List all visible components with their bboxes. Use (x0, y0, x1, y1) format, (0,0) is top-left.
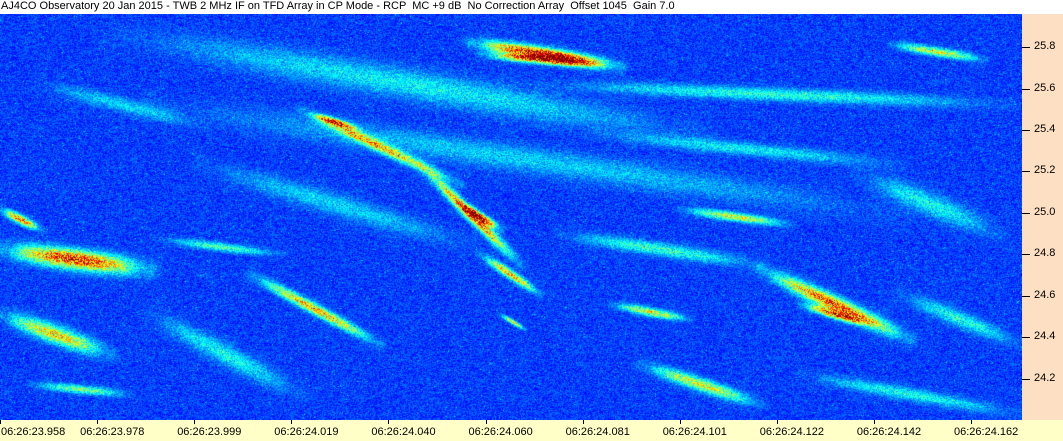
x-tick-label: 06:26:23.999 (177, 426, 242, 438)
y-tick (1022, 171, 1030, 173)
x-tick (582, 420, 584, 424)
x-tick (388, 420, 390, 424)
y-tick-label: 24.4 (1034, 330, 1056, 343)
x-tick-label: 06:26:24.101 (662, 426, 727, 438)
y-tick-label: 24.6 (1034, 288, 1056, 301)
x-tick-label: 06:26:24.060 (468, 426, 533, 438)
y-tick-label: 24.2 (1034, 371, 1056, 384)
x-tick-label: 06:26:24.019 (274, 426, 339, 438)
x-tick (485, 420, 487, 424)
time-axis: 06:26:23.958 06:26:23.978 06:26:23.999 06:2… (0, 420, 1063, 441)
x-tick (194, 420, 196, 424)
y-tick-label: 25.4 (1034, 123, 1056, 135)
x-tick (0, 420, 1, 424)
x-tick-label: 06:26:24.122 (759, 426, 825, 438)
y-tick-label: 24.8 (1034, 247, 1056, 260)
x-tick-label: 06:26:24.081 (565, 426, 630, 438)
y-tick-label: 25.6 (1034, 81, 1056, 94)
y-tick (1022, 212, 1030, 214)
y-tick (1022, 47, 1030, 49)
y-tick (1022, 88, 1030, 90)
y-tick (1022, 130, 1030, 131)
chart-title: AJ4CO Observatory 20 Jan 2015 - TWB 2 MH… (0, 0, 1063, 14)
x-tick (97, 420, 99, 424)
y-tick-label: 25.8 (1034, 40, 1056, 53)
x-tick (291, 420, 293, 424)
x-tick-label: 06:26:24.162 (954, 426, 1019, 438)
x-tick-label: 06:26:23.978 (80, 426, 145, 438)
y-tick (1022, 337, 1030, 339)
y-tick (1022, 378, 1030, 380)
frequency-axis: 25.8 25.6 25.4 25.2 25.0 24.8 24.6 24.4 24.2 (1022, 14, 1063, 420)
spectrogram-heatmap (0, 14, 1022, 420)
x-tick (873, 420, 875, 424)
y-tick-label: 25.0 (1034, 205, 1056, 218)
y-tick-label: 25.2 (1034, 164, 1056, 177)
y-tick (1022, 254, 1030, 256)
x-tick-label: 06:26:24.040 (371, 426, 436, 438)
x-tick-label: 06:26:24.142 (856, 426, 922, 438)
x-tick (971, 420, 972, 424)
x-tick-label: 06:26:23.958 (1, 426, 66, 438)
x-tick (679, 420, 681, 424)
x-tick (776, 420, 778, 424)
y-tick (1022, 295, 1030, 297)
